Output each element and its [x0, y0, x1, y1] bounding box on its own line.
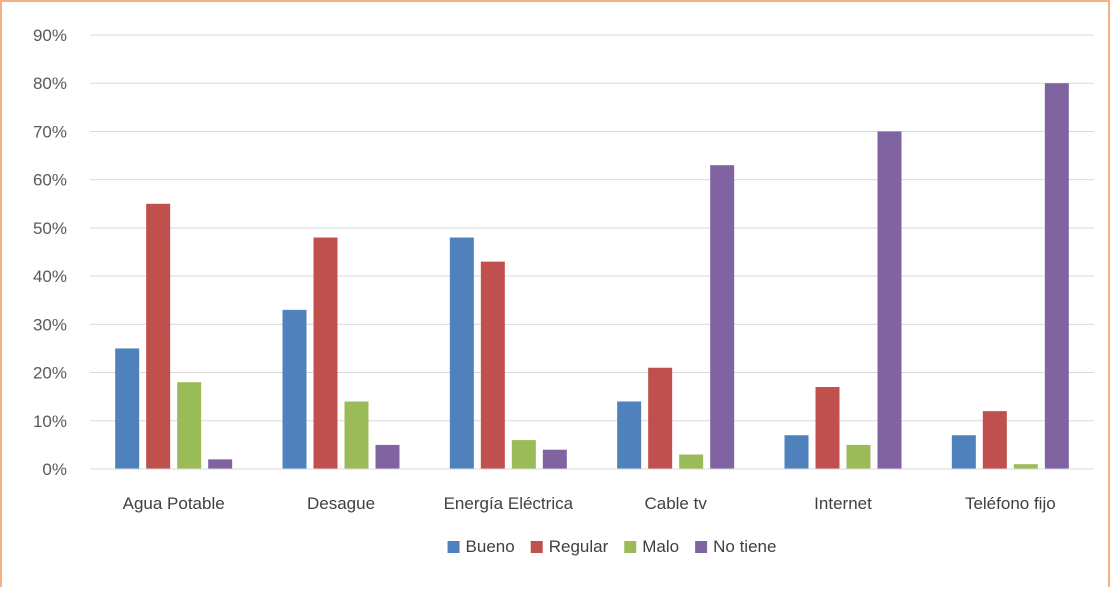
- legend-swatch-malo: [624, 541, 637, 553]
- y-tick-label: 80%: [33, 74, 67, 93]
- x-tick-label: Teléfono fijo: [965, 494, 1056, 513]
- bar-regular-4: [815, 387, 840, 469]
- y-tick-label: 0%: [42, 460, 67, 479]
- y-tick-label: 60%: [33, 171, 67, 190]
- bar-no-tiene-5: [1044, 83, 1069, 469]
- bar-no-tiene-4: [877, 131, 902, 469]
- y-tick-label: 40%: [33, 267, 67, 286]
- bar-no-tiene-0: [208, 459, 233, 469]
- legend-label-no-tiene: No tiene: [713, 537, 776, 556]
- x-axis-ticks: Agua Potable Desague Energía Eléctrica Cabl…: [123, 494, 1056, 513]
- x-tick-label: Internet: [814, 494, 872, 513]
- x-tick-label: Energía Eléctrica: [444, 494, 574, 513]
- legend-label-bueno: Bueno: [466, 537, 515, 556]
- bar-malo-0: [177, 382, 202, 469]
- bar-malo-2: [511, 440, 536, 469]
- bar-regular-1: [313, 237, 338, 469]
- gridlines: [90, 34, 1094, 422]
- bar-no-tiene-3: [710, 165, 735, 469]
- x-tick-label: Desague: [307, 494, 375, 513]
- bar-no-tiene-2: [542, 449, 567, 469]
- bar-bueno-5: [951, 435, 976, 469]
- bar-bueno-0: [115, 348, 140, 469]
- x-tick-label: Cable tv: [644, 494, 707, 513]
- bar-malo-4: [846, 444, 871, 469]
- y-tick-label: 20%: [33, 364, 67, 383]
- legend-swatch-no-tiene: [695, 541, 708, 553]
- bar-regular-2: [480, 261, 505, 469]
- bar-regular-0: [146, 203, 171, 469]
- legend-swatch-regular: [530, 541, 543, 553]
- y-tick-label: 10%: [33, 412, 67, 431]
- legend-swatch-bueno: [447, 541, 460, 553]
- y-tick-label: 30%: [33, 315, 67, 334]
- bar-malo-5: [1013, 464, 1038, 469]
- bars: [115, 83, 1069, 469]
- bar-regular-5: [982, 411, 1007, 469]
- legend-label-regular: Regular: [549, 537, 609, 556]
- bar-bueno-2: [449, 237, 474, 469]
- bar-malo-3: [679, 454, 704, 469]
- bar-regular-3: [648, 367, 673, 469]
- legend-label-malo: Malo: [642, 537, 679, 556]
- legend: Bueno Regular Malo No tiene: [447, 537, 776, 556]
- bar-malo-1: [344, 401, 369, 469]
- bar-no-tiene-1: [375, 444, 400, 469]
- y-tick-label: 50%: [33, 219, 67, 238]
- y-tick-label: 90%: [33, 26, 67, 45]
- y-tick-label: 70%: [33, 122, 67, 141]
- x-tick-label: Agua Potable: [123, 494, 225, 513]
- y-axis-ticks: 0% 10% 20% 30% 40% 50% 60% 70% 80% 90%: [33, 26, 67, 479]
- bar-bueno-4: [784, 435, 809, 469]
- bar-bueno-3: [617, 401, 642, 469]
- bar-bueno-1: [282, 309, 307, 469]
